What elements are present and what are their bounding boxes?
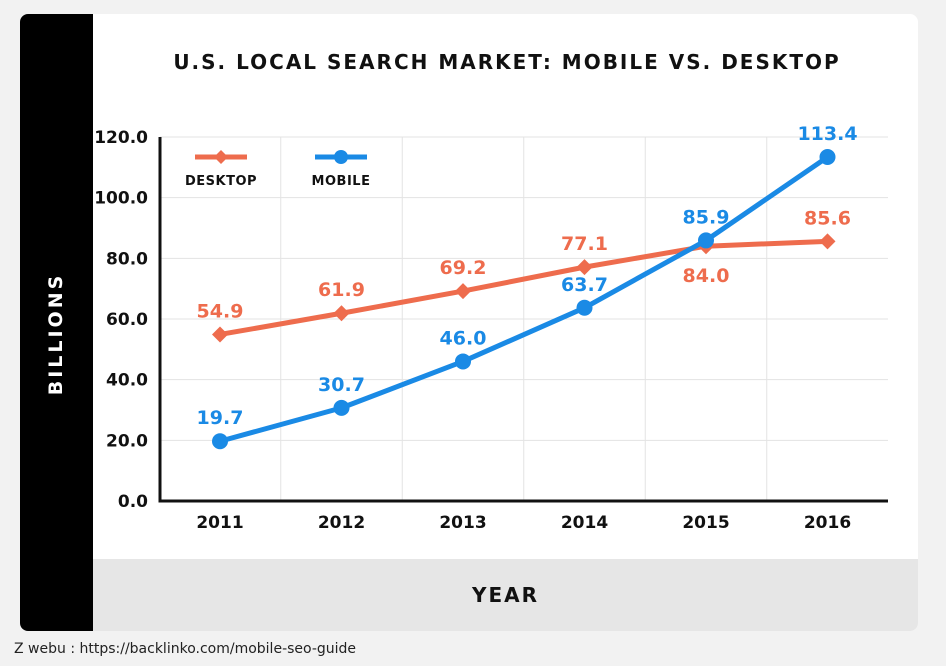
- data-point: [455, 283, 471, 300]
- chart-title: U.S. LOCAL SEARCH MARKET: MOBILE VS. DES…: [173, 50, 840, 74]
- data-label: 113.4: [797, 123, 857, 145]
- y-tick-label: 80.0: [106, 249, 148, 269]
- legend-label: DESKTOP: [185, 174, 257, 189]
- x-tick-label: 2014: [561, 513, 608, 533]
- data-point: [576, 259, 593, 276]
- axes: 0.0 20.0 40.0 60.0 80.0 100.0 120.0 2011 2012 201…: [94, 128, 888, 533]
- series-layer: 54.9 61.9 69.2 77.1 84.0 85.6 19.7 30.7 46.0 63.7…: [197, 123, 858, 450]
- x-axis-title: YEAR: [471, 583, 540, 607]
- x-axis-band: YEAR: [93, 559, 918, 631]
- legend-item-desktop: DESKTOP: [185, 150, 257, 189]
- data-label: 46.0: [440, 327, 487, 349]
- x-tick-label: 2016: [804, 513, 851, 533]
- y-tick-label: 60.0: [106, 310, 148, 330]
- data-point: [212, 433, 228, 450]
- series-line: [219, 238, 828, 337]
- data-point: [698, 232, 714, 249]
- data-label: 85.9: [683, 206, 730, 228]
- data-point: [576, 299, 593, 316]
- legend-marker: [214, 150, 228, 164]
- source-caption: Z webu : https://backlinko.com/mobile-se…: [14, 641, 357, 657]
- data-point: [455, 353, 471, 370]
- y-tick-label: 40.0: [106, 371, 148, 391]
- data-point: [212, 326, 228, 343]
- data-label: 63.7: [561, 274, 608, 296]
- data-label: 84.0: [683, 265, 730, 287]
- data-point: [333, 305, 350, 322]
- legend-label: MOBILE: [312, 174, 371, 189]
- legend-marker: [334, 150, 348, 164]
- data-point: [333, 399, 350, 416]
- y-tick-label: 100.0: [94, 189, 148, 209]
- x-tick-label: 2015: [682, 513, 729, 533]
- x-tick-label: 2012: [318, 513, 365, 533]
- data-point: [819, 149, 836, 166]
- data-label: 30.7: [318, 374, 365, 396]
- y-tick-label: 20.0: [106, 431, 148, 451]
- legend-item-mobile: MOBILE: [312, 150, 371, 189]
- data-point: [819, 233, 836, 250]
- data-label: 19.7: [197, 407, 244, 429]
- data-label: 54.9: [197, 300, 244, 322]
- data-label: 69.2: [440, 257, 487, 279]
- data-label: 85.6: [804, 207, 851, 229]
- chart-card: BILLIONS YEAR U.S. LOCAL SEARCH MARKET: …: [20, 14, 918, 631]
- y-tick-label: 120.0: [94, 128, 148, 148]
- y-axis-band: BILLIONS: [20, 14, 93, 631]
- x-tick-label: 2011: [196, 513, 243, 533]
- series-line: [219, 154, 829, 444]
- x-tick-label: 2013: [439, 513, 486, 533]
- y-tick-label: 0.0: [118, 492, 148, 512]
- data-label: 61.9: [318, 279, 365, 301]
- series-mobile: 19.7 30.7 46.0 63.7 85.9 113.4: [197, 123, 858, 450]
- legend: DESKTOP MOBILE: [185, 150, 370, 189]
- data-label: 77.1: [561, 233, 608, 255]
- line-chart: U.S. LOCAL SEARCH MARKET: MOBILE VS. DES…: [94, 50, 888, 533]
- series-desktop: 54.9 61.9 69.2 77.1 84.0 85.6: [197, 207, 851, 343]
